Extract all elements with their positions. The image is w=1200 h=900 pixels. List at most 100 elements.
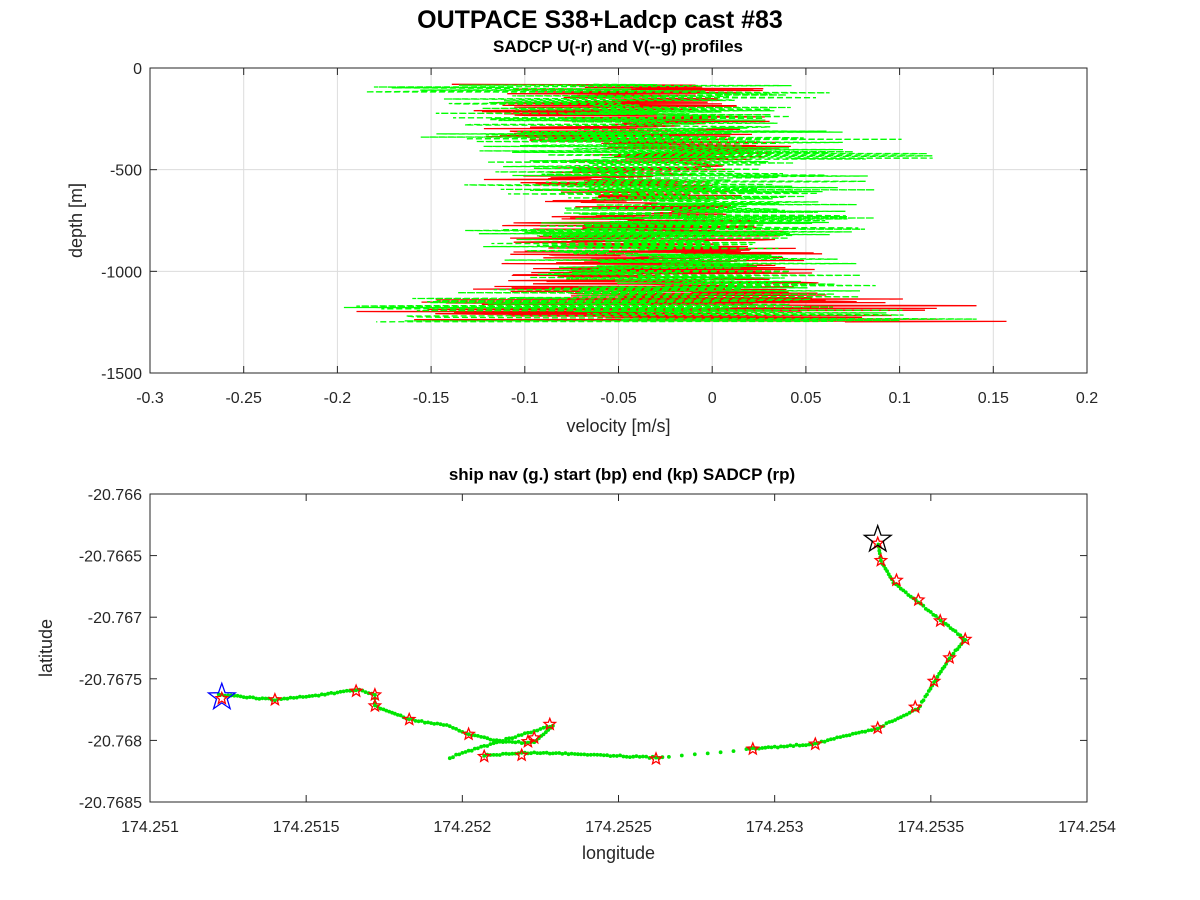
ship-nav-point <box>241 695 246 699</box>
ship-nav-point <box>235 693 240 698</box>
ship-nav-point <box>569 751 574 756</box>
ship-nav-point <box>829 737 833 742</box>
ship-nav-point <box>429 721 433 725</box>
ship-nav-point <box>494 740 499 745</box>
x-axis-label: velocity [m/s] <box>566 416 670 436</box>
ship-nav-point <box>857 730 861 735</box>
x-tick-label: 0.15 <box>978 390 1009 407</box>
y-tick-label: -20.767 <box>88 610 142 627</box>
ship-nav-point <box>705 751 710 756</box>
y-tick-label: -20.7685 <box>79 795 142 812</box>
y-tick-label: -20.768 <box>88 733 142 750</box>
ship-nav-point <box>554 751 558 755</box>
ship-nav-point <box>313 693 318 698</box>
sadcp-point-marker <box>942 650 958 665</box>
sadcp-point-marker <box>514 747 530 762</box>
y-tick-label: -1500 <box>101 366 142 383</box>
sadcp-point-marker <box>932 613 948 628</box>
x-tick-label: -0.1 <box>511 390 539 407</box>
ship-nav-point <box>791 744 796 748</box>
ship-nav-point <box>956 632 960 636</box>
ship-nav-point <box>335 690 340 695</box>
ship-nav-point <box>896 716 900 721</box>
x-tick-label: 0.2 <box>1076 390 1098 407</box>
ship-nav-point <box>254 696 259 701</box>
ship-nav-point <box>560 752 565 756</box>
ship-nav-point <box>928 686 933 691</box>
ship-nav-point <box>890 719 895 724</box>
ship-nav-point <box>457 728 462 733</box>
ship-nav-point <box>766 745 771 749</box>
ship-nav-point <box>510 751 515 756</box>
ship-nav-point <box>451 726 455 730</box>
ship-nav-point <box>592 752 596 757</box>
sadcp-point-marker <box>926 673 942 688</box>
ship-nav-point <box>472 746 477 751</box>
sadcp-point-marker <box>267 691 283 707</box>
ship-nav-point <box>460 751 465 755</box>
ship-nav-point <box>513 740 518 745</box>
y-axis-label: depth [m] <box>66 183 86 258</box>
figure-title: OUTPACE S38+Ladcp cast #83 <box>417 6 783 34</box>
ship-nav-point <box>772 744 777 749</box>
ship-nav-point <box>472 733 477 738</box>
ship-nav-point <box>384 708 389 713</box>
ship-nav-point <box>904 712 909 717</box>
ship-nav-point <box>522 731 527 736</box>
x-tick-label: 174.253 <box>746 819 804 836</box>
ship-nav-point <box>476 746 480 751</box>
ship-nav-point <box>363 690 368 694</box>
ship-nav-point <box>419 719 424 723</box>
ship-nav-point <box>260 696 265 701</box>
ship-nav-point <box>501 751 505 756</box>
ship-nav-point <box>482 744 487 748</box>
ship-nav-point <box>925 692 929 697</box>
ship-nav-point <box>769 745 774 750</box>
ship-nav-point <box>692 752 697 757</box>
ship-nav-point <box>598 753 603 757</box>
ship-nav-point <box>906 593 911 597</box>
ship-nav-point <box>510 736 515 741</box>
x-axis-label: longitude <box>582 843 655 863</box>
ship-nav-point <box>611 753 616 758</box>
ship-nav-point <box>813 741 818 746</box>
ship-nav-point <box>883 566 888 571</box>
velocity-profile-axes: SADCP U(-r) and V(--g) profiles -0.3 -0.25… <box>66 37 1098 436</box>
ship-nav-point <box>887 720 892 724</box>
ship-nav-point <box>504 736 508 741</box>
ship-nav-point <box>641 754 645 759</box>
ship-nav-point <box>285 696 290 701</box>
ship-nav-point <box>341 689 346 694</box>
ship-nav-point <box>257 697 262 701</box>
ship-nav-point <box>879 558 883 563</box>
ship-nav-point <box>551 751 555 756</box>
ship-nav-point <box>454 727 458 731</box>
ship-nav-point <box>238 694 243 699</box>
ship-nav-point <box>601 753 606 758</box>
ship-nav-point <box>444 723 449 727</box>
ship-nav-point <box>373 693 377 697</box>
ship-nav-point <box>532 750 537 755</box>
ship-nav-point <box>529 751 533 756</box>
ship-nav-point <box>566 752 571 757</box>
ship-nav-point <box>615 754 619 758</box>
ship-nav-point <box>907 710 912 715</box>
ship-nav-point <box>319 692 324 697</box>
ship-nav-point <box>332 691 337 696</box>
ship-nav-point <box>504 740 508 744</box>
ship-nav-point <box>395 713 400 717</box>
ship-nav-point <box>393 711 397 716</box>
ship-nav-point <box>466 732 471 737</box>
ship-nav-point <box>216 692 221 697</box>
ship-nav-point <box>579 752 583 757</box>
ship-nav-point <box>466 748 471 753</box>
subplot-1-title: SADCP U(-r) and V(--g) profiles <box>493 37 743 56</box>
ship-nav-point <box>869 728 874 732</box>
sadcp-point-marker <box>745 741 761 756</box>
y-axis-label: latitude <box>36 619 56 677</box>
start-marker <box>206 681 238 711</box>
ship-nav-point <box>847 733 852 738</box>
ship-nav-point <box>628 755 632 759</box>
ship-nav-point <box>763 745 768 750</box>
